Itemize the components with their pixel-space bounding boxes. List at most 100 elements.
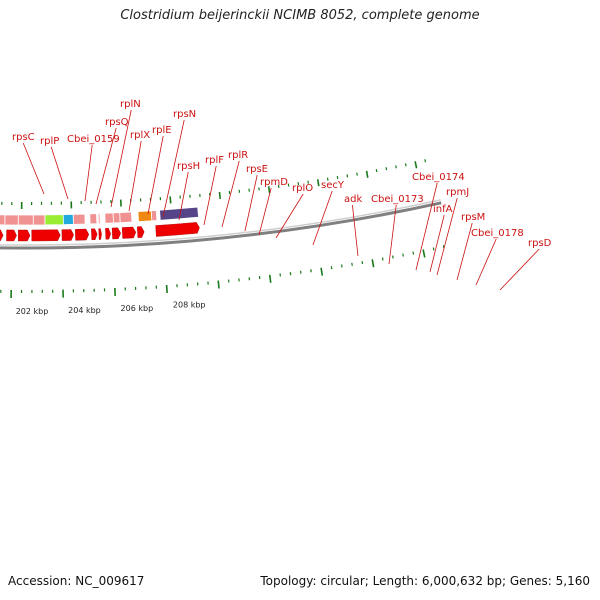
tick-inner-40 xyxy=(268,274,272,283)
tick-outer-53 xyxy=(395,165,397,169)
tick-outer-56 xyxy=(424,159,427,163)
leader-line-18 xyxy=(429,214,445,273)
gene-label-rpln: rplN xyxy=(120,99,141,110)
kbp-label-6: 208 kbp xyxy=(173,300,206,309)
leader-line-22 xyxy=(499,248,540,291)
gene-band-7 xyxy=(0,214,6,226)
gene-band-tail xyxy=(150,210,158,222)
tick-outer-35 xyxy=(218,191,221,200)
tick-inner-30 xyxy=(165,284,168,293)
leader-line-13 xyxy=(275,193,304,239)
gene-orange xyxy=(137,210,153,223)
accession-text: Accession: NC_009617 xyxy=(8,574,145,588)
gene-label-rplo: rplO xyxy=(292,183,313,194)
gene-label-rplf: rplF xyxy=(205,155,224,166)
gene-label-cbei_0173: Cbei_0173 xyxy=(371,194,424,205)
gene-band-rpsm xyxy=(104,212,114,224)
gene-label-rplr: rplR xyxy=(228,150,248,161)
cds-arrow-10 xyxy=(6,229,17,242)
cds-arrow-11 xyxy=(18,229,31,242)
gene-label-rplp: rplP xyxy=(40,136,59,147)
gene-label-infa: infA xyxy=(433,204,453,215)
gene-label-rple: rplE xyxy=(152,125,172,136)
leader-line-1 xyxy=(50,146,69,200)
tick-outer-55 xyxy=(414,161,418,169)
tick-inner-52 xyxy=(392,255,394,259)
gene-label-rpsh: rpsH xyxy=(177,161,200,172)
gene-band-infa xyxy=(89,213,98,225)
gene-band-9 xyxy=(17,214,34,226)
gene-label-rpsq: rpsQ xyxy=(105,117,129,128)
leader-line-0 xyxy=(22,142,45,195)
tick-outer-48 xyxy=(346,174,349,178)
map-title: Clostridium beijerinckii NCIMB 8052, com… xyxy=(120,8,480,23)
gene-label-rpmd: rpmD xyxy=(260,177,288,188)
tick-inner-56 xyxy=(432,247,435,251)
gene-label-rpsd: rpsD xyxy=(528,238,552,249)
leader-line-2 xyxy=(84,144,93,202)
cds-arrow-15 xyxy=(91,228,98,241)
tick-inner-54 xyxy=(412,251,415,255)
gene-band-rpsd xyxy=(119,211,133,224)
leader-line-19 xyxy=(436,197,458,276)
tick-outer-51 xyxy=(375,168,378,173)
tick-outer-52 xyxy=(385,167,388,171)
gene-label-rplx: rplX xyxy=(130,130,150,141)
gene-label-adk: adk xyxy=(344,194,362,205)
leader-line-12 xyxy=(258,187,272,236)
cds-arrow-18 xyxy=(111,227,121,240)
tick-outer-40 xyxy=(267,186,271,194)
backbone-outer xyxy=(0,201,442,250)
gene-adk xyxy=(62,213,74,226)
tick-outer-45 xyxy=(316,179,320,187)
cds-arrow-14 xyxy=(75,228,90,241)
backbone-inner xyxy=(0,199,441,246)
gene-label-secy: secY xyxy=(321,180,345,191)
tick-inner-51 xyxy=(381,257,384,261)
tick-inner-53 xyxy=(402,253,404,257)
tick-inner-35 xyxy=(217,280,220,289)
kbp-label-4: 204 kbp xyxy=(68,306,101,315)
kbp-label-5: 206 kbp xyxy=(121,304,154,313)
gene-band-8 xyxy=(4,214,19,226)
tick-inner-55 xyxy=(422,249,426,258)
cds-arrow-21 xyxy=(155,222,200,237)
cds-arrow-16 xyxy=(98,228,102,240)
gene-label-rpsc: rpsC xyxy=(12,132,35,143)
gene-band-rpmj xyxy=(97,213,101,225)
cds-arrow-19 xyxy=(121,226,137,239)
leader-line-7 xyxy=(162,119,185,218)
tick-inner-50 xyxy=(371,259,375,268)
gene-label-rpmj: rpmJ xyxy=(446,187,469,198)
gene-label-cbei_0159: Cbei_0159 xyxy=(67,134,120,145)
leader-line-6 xyxy=(147,135,164,215)
leader-line-5 xyxy=(128,140,142,212)
leader-line-4 xyxy=(110,109,132,208)
gene-band-10 xyxy=(32,214,46,226)
leader-line-3 xyxy=(95,127,117,205)
leader-line-20 xyxy=(456,222,473,281)
tick-inner-45 xyxy=(320,267,324,276)
tick-outer-30 xyxy=(169,196,172,204)
gene-band-adk2 xyxy=(72,213,86,225)
leader-line-9 xyxy=(203,165,217,226)
gene-label-cbei_0178: Cbei_0178 xyxy=(471,228,524,239)
tick-inner-49 xyxy=(361,261,364,265)
tick-outer-50 xyxy=(365,170,369,178)
gene-purple xyxy=(159,206,199,221)
cds-arrow-9 xyxy=(0,229,4,242)
gene-label-rpsn: rpsN xyxy=(173,109,196,120)
gene-band-rpsk xyxy=(112,212,121,224)
cds-arrow-12 xyxy=(31,229,61,242)
tick-outer-54 xyxy=(404,163,407,167)
leader-line-14 xyxy=(312,190,333,246)
cds-arrow-13 xyxy=(61,229,74,241)
leader-line-10 xyxy=(221,160,240,228)
leader-line-16 xyxy=(388,204,397,265)
leader-line-15 xyxy=(352,204,359,257)
gene-label-rpsm: rpsM xyxy=(461,212,485,223)
leader-line-17 xyxy=(415,182,438,271)
cds-arrow-17 xyxy=(105,227,111,240)
gene-label-rpse: rpsE xyxy=(246,164,268,175)
